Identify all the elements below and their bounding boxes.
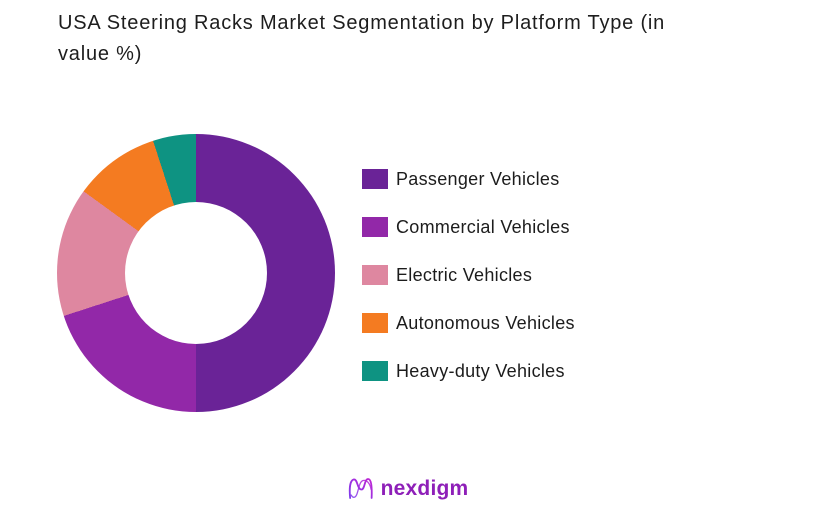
donut-chart	[57, 134, 335, 412]
legend-swatch	[362, 313, 388, 333]
legend-item-autonomous-vehicles: Autonomous Vehicles	[362, 313, 575, 333]
chart-title: USA Steering Racks Market Segmentation b…	[58, 12, 666, 65]
legend-item-heavy-duty-vehicles: Heavy-duty Vehicles	[362, 361, 575, 381]
brand-footer: nexdigm	[348, 476, 469, 501]
legend-item-passenger-vehicles: Passenger Vehicles	[362, 169, 575, 189]
nexdigm-logo-text: nexdigm	[380, 476, 469, 500]
legend-label: Heavy-duty Vehicles	[396, 361, 565, 381]
donut-hole	[125, 202, 267, 344]
legend-swatch	[362, 169, 388, 189]
legend: Passenger Vehicles Commercial Vehicles E…	[362, 169, 575, 409]
legend-label: Commercial Vehicles	[396, 217, 570, 237]
legend-label: Electric Vehicles	[396, 265, 533, 285]
legend-label: Autonomous Vehicles	[396, 313, 575, 333]
legend-label: Passenger Vehicles	[396, 169, 560, 189]
legend-swatch	[362, 361, 388, 381]
legend-swatch	[362, 217, 388, 237]
legend-swatch	[362, 265, 388, 285]
legend-item-commercial-vehicles: Commercial Vehicles	[362, 217, 575, 237]
legend-item-electric-vehicles: Electric Vehicles	[362, 265, 575, 285]
nexdigm-wave-icon	[348, 478, 373, 499]
